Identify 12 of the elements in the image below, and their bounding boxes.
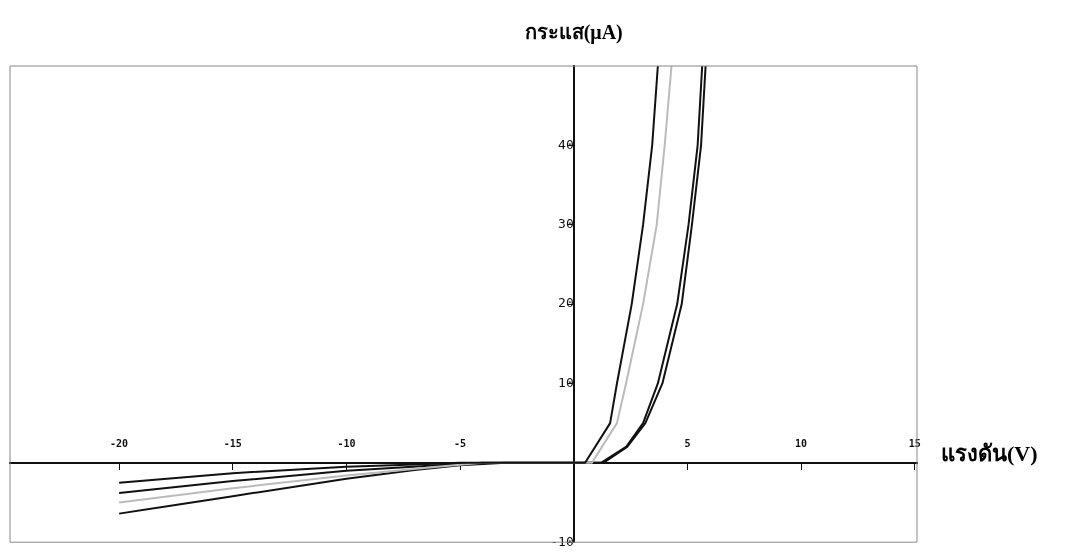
x-tick-label: -5 — [454, 438, 467, 450]
y-axis-title: กระแส(μA) — [523, 20, 624, 46]
y-tick-label: 30 — [558, 216, 574, 232]
y-tick-label: 40 — [558, 136, 574, 152]
x-tick-label: -10 — [337, 438, 356, 450]
y-tick-label: -10 — [550, 533, 574, 549]
x-tick-label: 5 — [684, 438, 691, 450]
x-tick-label: 15 — [908, 438, 921, 450]
x-tick-label: -20 — [110, 438, 129, 450]
x-tick-label: -15 — [223, 438, 242, 450]
x-axis-title: แรงดัน(V) — [941, 439, 1038, 468]
x-tick-label: 10 — [795, 438, 808, 450]
